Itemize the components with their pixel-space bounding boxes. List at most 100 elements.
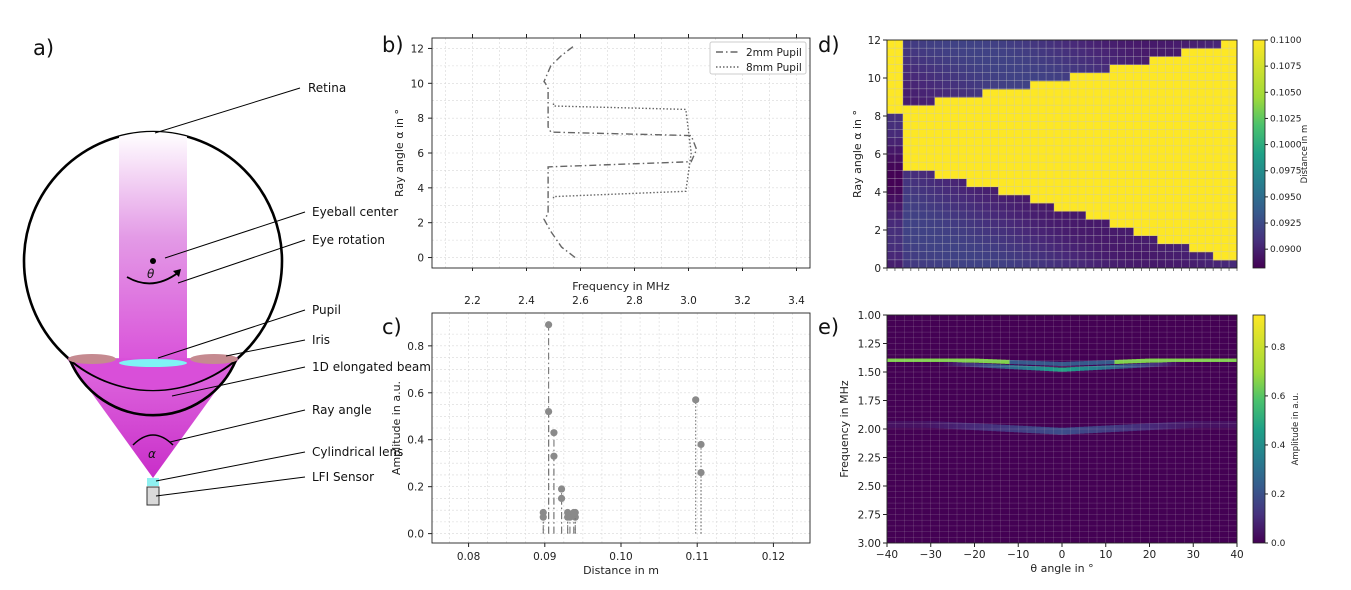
plot-b-ytick-label: 10 <box>411 78 424 90</box>
plot-e-band-cell <box>917 361 923 367</box>
plot-d-cell <box>942 227 952 236</box>
plot-d-cell <box>1022 202 1031 212</box>
plot-b-ytick-label: 12 <box>411 43 424 55</box>
plot-d-cell <box>942 72 952 82</box>
plot-d-cell <box>926 170 936 179</box>
plot-e-band-cell <box>1027 365 1032 371</box>
plot-d-cell <box>926 48 936 57</box>
plot-d-cell <box>1189 129 1198 139</box>
plot-e-band-cell <box>1075 366 1080 371</box>
plot-e-band-cell <box>930 358 936 363</box>
plot-d-cell <box>1101 251 1111 261</box>
plot-d-cell <box>1006 194 1015 204</box>
plot-e-band-cell <box>1097 360 1102 365</box>
plot-d-cell <box>966 129 975 139</box>
plot-d-cell <box>990 154 999 163</box>
plot-e-band-cell <box>1162 362 1168 367</box>
plot-d-cell <box>1133 235 1143 245</box>
annot-cylindrical-lens: Cylindrical lens <box>312 445 403 459</box>
plot-d-cell <box>1062 186 1071 196</box>
plot-d-cell <box>902 178 912 188</box>
plot-d-cell <box>1157 129 1166 139</box>
plot-e-band-cell <box>952 358 958 363</box>
plot-d-cell <box>1125 40 1135 49</box>
plot-d-cell <box>1125 235 1135 245</box>
plot-d-cell <box>1054 145 1063 155</box>
plot-d-cell <box>990 88 999 98</box>
plot-d-cell <box>1125 88 1135 98</box>
plot-d-cell <box>887 154 896 163</box>
plot-d-cell <box>1109 186 1119 196</box>
plot-d-cell <box>918 178 928 188</box>
annot-lfi-sensor: LFI Sensor <box>312 470 374 484</box>
plot-e-band-cell <box>1027 426 1032 433</box>
plot-d-cell <box>1149 137 1158 147</box>
plot-e-band-cell <box>1228 361 1234 367</box>
plot-d-cell <box>1093 211 1103 220</box>
plot-d-cell <box>1125 219 1135 228</box>
plot-b-ytick-label: 8 <box>417 113 424 125</box>
plot-d-cell <box>1181 170 1190 179</box>
plot-d-cell <box>1062 259 1071 268</box>
plot-d-cell <box>1173 40 1182 49</box>
plot-e-ylabel: Frequency in MHz <box>838 380 851 478</box>
plot-d-cell <box>910 56 920 65</box>
plot-d-cell <box>902 186 912 196</box>
plot-d-cell <box>1205 113 1214 122</box>
plot-c-marker <box>697 440 705 449</box>
plot-e-xlabel: θ angle in ° <box>1030 562 1093 575</box>
plot-e-cbar-tick-label: 0.4 <box>1271 441 1286 451</box>
plot-d-cell <box>974 178 983 188</box>
plot-d-cell <box>1101 121 1111 131</box>
plot-d-cell <box>887 219 896 228</box>
plot-d-cell <box>1054 64 1063 74</box>
plot-d-cell <box>982 227 991 236</box>
plot-d-cell <box>1173 145 1182 155</box>
plot-d-cell <box>1030 40 1039 49</box>
rotation-arrow <box>126 271 180 285</box>
plot-d-cell <box>894 219 904 228</box>
plot-d-cell <box>1038 72 1047 82</box>
plot-d-cell <box>1165 243 1174 253</box>
plot-d-cell <box>1069 259 1079 268</box>
plot-d-cell <box>1101 162 1111 171</box>
plot-d-cell <box>1085 88 1095 98</box>
plot-d-cell <box>990 129 999 139</box>
plot-d-cell <box>934 105 944 114</box>
plot-d-cell <box>1229 48 1237 57</box>
plot-b-ytick-label: 0 <box>417 253 424 265</box>
plot-d-cell <box>918 227 928 236</box>
plot-d-cell <box>1109 154 1119 163</box>
plot-d-cell <box>974 162 983 171</box>
plot-e-band-cell <box>1149 423 1155 431</box>
plot-d-cell <box>942 178 952 188</box>
plot-e-band-cell <box>1149 358 1155 363</box>
plot-d-cell <box>1006 235 1015 245</box>
plot-d-cell <box>1046 64 1055 74</box>
plot-d-cell <box>1093 251 1103 261</box>
plot-d-cell <box>942 202 952 212</box>
plot-d-cell <box>982 235 991 245</box>
plot-d-cell <box>1141 88 1150 98</box>
plot-d-cell <box>966 251 975 261</box>
plot-d-cell <box>1125 121 1135 131</box>
plot-d-cell <box>1093 202 1103 212</box>
plot-d-cell <box>950 137 960 147</box>
plot-d-cell <box>1062 88 1071 98</box>
plot-d-cell <box>1077 211 1087 220</box>
plot-e-band-cell <box>1153 422 1159 430</box>
plot-e-band-cell <box>939 361 945 367</box>
plot-d-cell <box>1014 145 1023 155</box>
plot-d-cell <box>1038 251 1047 261</box>
plot-d-cell <box>998 235 1007 245</box>
plot-d-cell <box>1038 219 1047 228</box>
plot-d-cell <box>1117 145 1127 155</box>
plot-d-cell <box>966 235 975 245</box>
plot-d-cell <box>1141 259 1150 268</box>
plot-d-cell <box>1085 145 1095 155</box>
plot-e-band-cell <box>1079 361 1085 366</box>
plot-e-band-cell <box>1132 363 1137 369</box>
plot-d-cell <box>1181 40 1190 49</box>
plot-d-cell <box>934 88 944 98</box>
